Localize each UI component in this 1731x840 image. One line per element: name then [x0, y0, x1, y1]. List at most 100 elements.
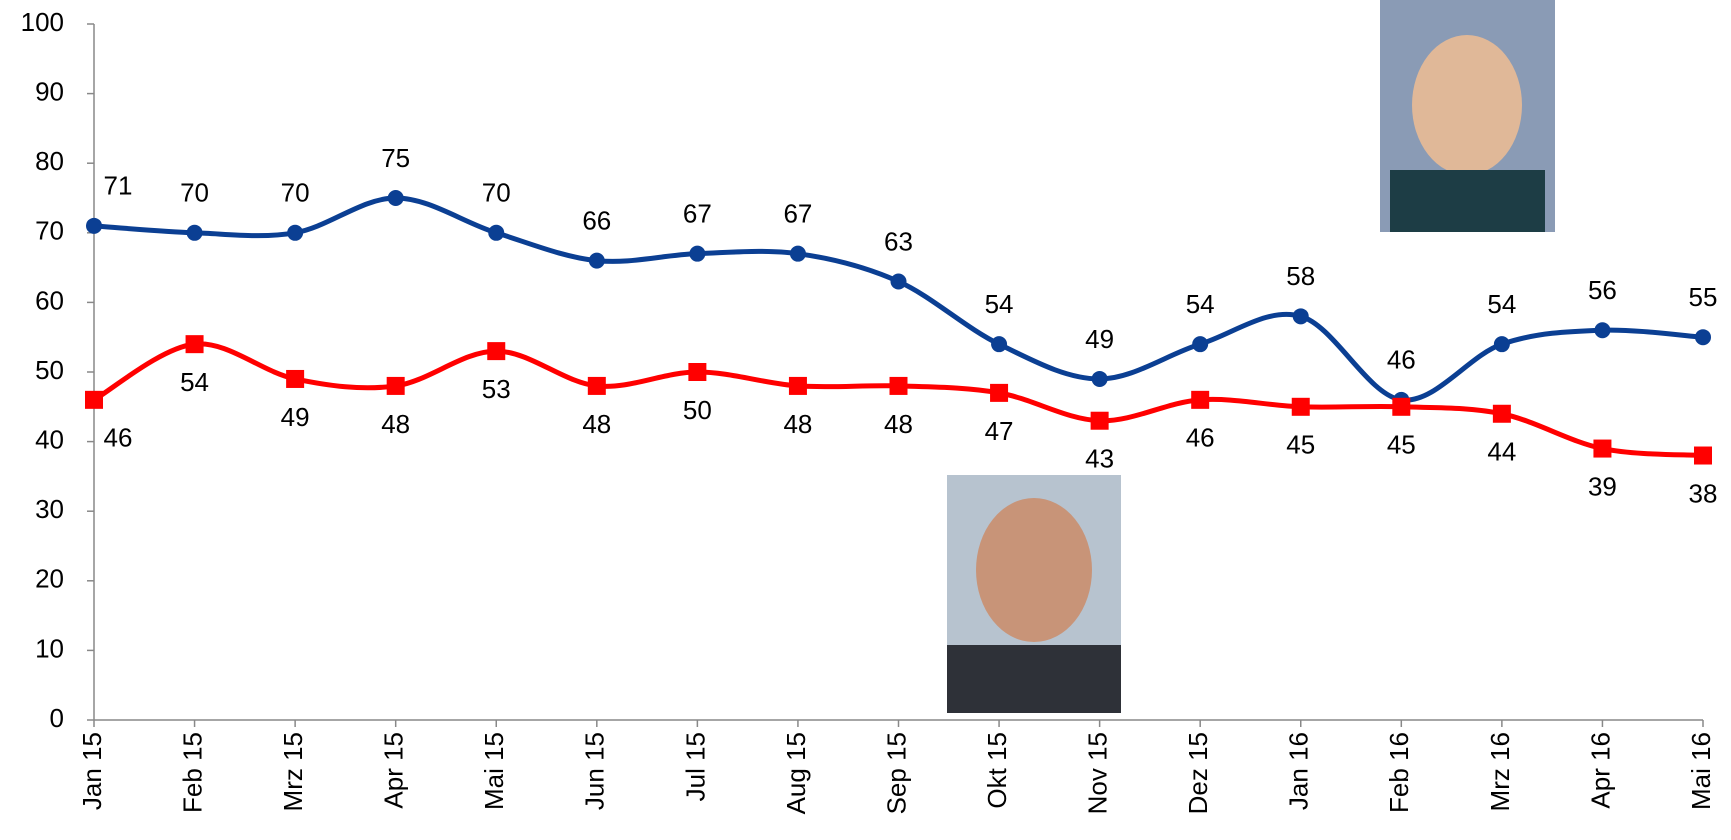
point-marker	[689, 245, 706, 262]
data-label: 54	[1487, 289, 1516, 319]
point-marker	[487, 342, 506, 361]
data-label: 46	[104, 423, 133, 453]
data-label: 48	[381, 409, 410, 439]
x-tick-label: Jan 15	[77, 732, 107, 810]
x-tick-label: Mrz 15	[278, 732, 308, 811]
point-marker	[1492, 404, 1511, 423]
data-label: 54	[1186, 289, 1215, 319]
y-tick-label: 30	[35, 494, 64, 524]
point-marker	[1091, 370, 1108, 387]
point-marker	[1493, 336, 1510, 353]
data-label: 39	[1588, 471, 1617, 501]
x-tick-label: Nov 15	[1083, 732, 1113, 814]
point-marker	[1695, 329, 1711, 346]
portrait-clothing	[947, 645, 1121, 713]
point-marker	[587, 376, 606, 395]
point-marker	[286, 369, 305, 388]
x-tick-label: Okt 15	[982, 732, 1012, 809]
point-marker	[890, 273, 907, 290]
x-tick-label: Mrz 16	[1485, 732, 1515, 811]
data-label: 38	[1689, 478, 1718, 508]
y-tick-label: 0	[50, 703, 64, 733]
point-marker	[1090, 411, 1109, 430]
point-marker	[85, 390, 103, 409]
x-tick-label: Jun 15	[580, 732, 610, 810]
x-tick-label: Feb 16	[1384, 732, 1414, 813]
point-marker	[1291, 397, 1310, 416]
x-tick-label: Apr 15	[379, 732, 409, 809]
x-tick-label: Sep 15	[881, 732, 911, 814]
y-tick-label: 50	[35, 355, 64, 385]
data-label: 44	[1487, 437, 1516, 467]
data-label: 70	[281, 178, 310, 208]
data-label: 48	[582, 409, 611, 439]
point-marker	[1694, 446, 1712, 465]
point-marker	[789, 245, 806, 262]
data-label: 55	[1689, 282, 1718, 312]
y-tick-label: 40	[35, 424, 64, 454]
data-label: 63	[884, 226, 913, 256]
point-marker	[990, 383, 1009, 402]
data-label: 54	[180, 367, 209, 397]
point-marker	[688, 363, 707, 381]
data-label: 67	[683, 199, 712, 229]
x-tick-label: Jan 16	[1284, 732, 1314, 810]
point-marker	[788, 376, 807, 395]
point-marker	[1191, 390, 1210, 409]
point-marker	[1192, 336, 1209, 353]
data-label: 43	[1085, 444, 1114, 474]
data-label: 48	[884, 409, 913, 439]
point-marker	[386, 376, 405, 395]
data-label: 66	[582, 206, 611, 236]
y-tick-label: 10	[35, 633, 64, 663]
data-label: 53	[482, 374, 511, 404]
x-tick-label: Aug 15	[781, 732, 811, 814]
point-marker	[1593, 439, 1612, 458]
data-label: 70	[482, 178, 511, 208]
data-label: 49	[281, 402, 310, 432]
data-label: 49	[1085, 324, 1114, 354]
y-tick-label: 20	[35, 564, 64, 594]
point-marker	[86, 217, 102, 234]
point-marker	[488, 224, 505, 241]
y-tick-label: 60	[35, 285, 64, 315]
x-tick-label: Dez 15	[1183, 732, 1213, 814]
data-label: 56	[1588, 275, 1617, 305]
data-label: 45	[1286, 430, 1315, 460]
point-marker	[1594, 322, 1611, 339]
data-label: 67	[783, 199, 812, 229]
point-marker	[588, 252, 605, 269]
data-label: 47	[985, 416, 1014, 446]
y-tick-label: 70	[35, 216, 64, 246]
data-label: 71	[104, 171, 133, 201]
data-label: 54	[985, 289, 1014, 319]
portrait-clothing	[1390, 170, 1545, 232]
point-marker	[1292, 308, 1309, 325]
data-label: 50	[683, 395, 712, 425]
data-label: 48	[783, 409, 812, 439]
y-tick-label: 100	[21, 7, 64, 37]
portrait-face	[1412, 35, 1522, 175]
data-label: 46	[1186, 423, 1215, 453]
x-tick-label: Jul 15	[680, 732, 710, 801]
data-label: 46	[1387, 345, 1416, 375]
point-marker	[185, 335, 204, 354]
x-tick-label: Feb 15	[177, 732, 207, 813]
data-label: 70	[180, 178, 209, 208]
point-marker	[889, 376, 908, 395]
point-marker	[186, 224, 203, 241]
x-tick-label: Mai 15	[479, 732, 509, 810]
point-marker	[387, 190, 404, 206]
point-marker	[287, 224, 304, 241]
x-tick-label: Apr 16	[1585, 732, 1615, 809]
y-tick-label: 80	[35, 146, 64, 176]
point-marker	[1392, 397, 1411, 416]
x-tick-label: Mai 16	[1686, 732, 1716, 810]
point-marker	[991, 336, 1008, 353]
portrait-face	[976, 498, 1092, 642]
data-label: 45	[1387, 430, 1416, 460]
data-label: 58	[1286, 261, 1315, 291]
data-label: 75	[381, 143, 410, 173]
